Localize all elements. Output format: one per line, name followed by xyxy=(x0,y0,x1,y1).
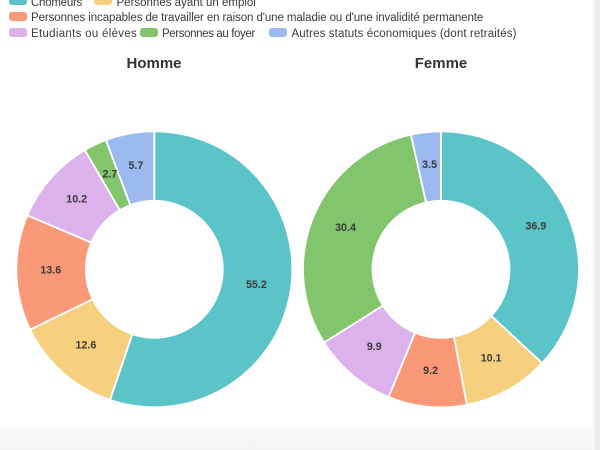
svg-text:13.6: 13.6 xyxy=(40,265,61,277)
svg-text:9.9: 9.9 xyxy=(367,341,382,353)
svg-text:55.2: 55.2 xyxy=(246,279,267,291)
svg-text:2.7: 2.7 xyxy=(102,169,117,181)
svg-text:10.2: 10.2 xyxy=(66,194,87,206)
svg-text:5.7: 5.7 xyxy=(128,160,143,172)
svg-text:12.6: 12.6 xyxy=(75,340,96,352)
svg-text:36.9: 36.9 xyxy=(525,221,546,233)
svg-text:30.4: 30.4 xyxy=(335,222,356,234)
svg-text:9.2: 9.2 xyxy=(423,365,438,377)
svg-text:3.5: 3.5 xyxy=(422,159,437,171)
svg-text:10.1: 10.1 xyxy=(481,353,502,365)
